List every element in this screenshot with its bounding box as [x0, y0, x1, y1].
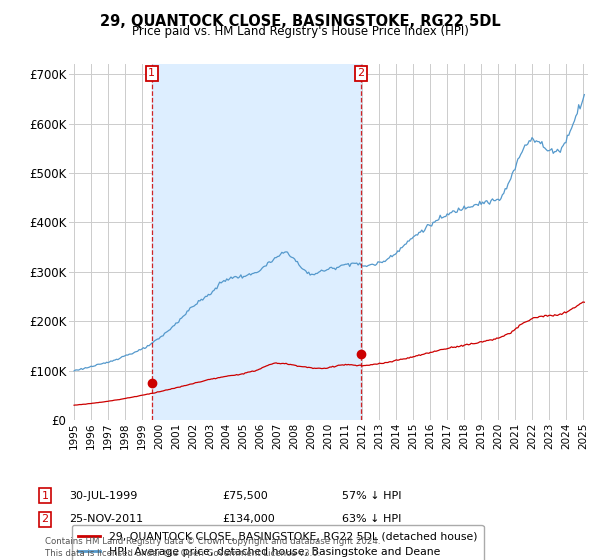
- Text: 2: 2: [41, 514, 49, 524]
- Text: £134,000: £134,000: [222, 514, 275, 524]
- Text: 25-NOV-2011: 25-NOV-2011: [69, 514, 143, 524]
- Text: 2: 2: [357, 68, 364, 78]
- Text: £75,500: £75,500: [222, 491, 268, 501]
- Text: 57% ↓ HPI: 57% ↓ HPI: [342, 491, 401, 501]
- Text: 30-JUL-1999: 30-JUL-1999: [69, 491, 137, 501]
- Text: Contains HM Land Registry data © Crown copyright and database right 2024.
This d: Contains HM Land Registry data © Crown c…: [45, 537, 380, 558]
- Text: 63% ↓ HPI: 63% ↓ HPI: [342, 514, 401, 524]
- Bar: [152, 64, 361, 420]
- Text: 1: 1: [41, 491, 49, 501]
- Text: 29, QUANTOCK CLOSE, BASINGSTOKE, RG22 5DL: 29, QUANTOCK CLOSE, BASINGSTOKE, RG22 5D…: [100, 14, 500, 29]
- Text: Price paid vs. HM Land Registry's House Price Index (HPI): Price paid vs. HM Land Registry's House …: [131, 25, 469, 38]
- Text: 1: 1: [148, 68, 155, 78]
- Legend: 29, QUANTOCK CLOSE, BASINGSTOKE, RG22 5DL (detached house), HPI: Average price, : 29, QUANTOCK CLOSE, BASINGSTOKE, RG22 5D…: [72, 525, 484, 560]
